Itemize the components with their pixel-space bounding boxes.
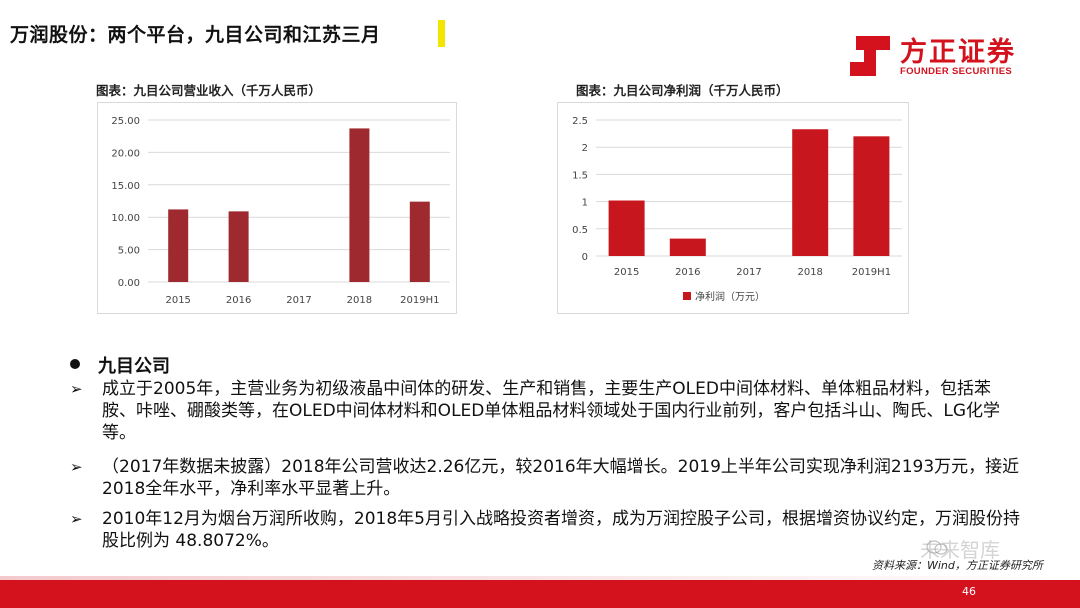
y-tick-label: 0.00 bbox=[118, 278, 140, 289]
bullet-item: ➢ 成立于2005年，主营业务为初级液晶中间体的研发、生产和销售，主要生产OLE… bbox=[70, 378, 1020, 444]
y-tick-label: 5.00 bbox=[118, 246, 140, 257]
bar-2016 bbox=[228, 211, 249, 282]
x-tick-label: 2015 bbox=[165, 295, 190, 306]
bar-2016 bbox=[669, 238, 706, 256]
footer-bar bbox=[0, 580, 1080, 608]
section-heading: 九目公司 bbox=[98, 356, 170, 377]
y-tick-label: 0.5 bbox=[572, 225, 588, 236]
bullet-dot bbox=[70, 359, 80, 369]
x-tick-label: 2018 bbox=[797, 267, 822, 278]
x-tick-label: 2016 bbox=[226, 295, 251, 306]
arrow-bullet-icon: ➢ bbox=[70, 380, 83, 398]
y-tick-label: 2 bbox=[582, 143, 588, 154]
bar-2019H1 bbox=[409, 201, 430, 282]
logo-text-en: FOUNDER SECURITIES bbox=[900, 66, 1013, 77]
source-note: 资料来源：Wind，方正证券研究所 bbox=[872, 559, 1043, 572]
y-tick-label: 1 bbox=[582, 198, 588, 209]
arrow-bullet-icon: ➢ bbox=[70, 458, 83, 476]
bullet-item: ➢ （2017年数据未披露）2018年公司营收达2.26亿元，较2016年大幅增… bbox=[70, 456, 1020, 500]
x-tick-label: 2018 bbox=[347, 295, 372, 306]
x-tick-label: 2016 bbox=[675, 267, 700, 278]
y-tick-label: 2.5 bbox=[572, 116, 588, 127]
bar-2015 bbox=[608, 200, 645, 256]
bullet-text: （2017年数据未披露）2018年公司营收达2.26亿元，较2016年大幅增长。… bbox=[102, 457, 1020, 499]
y-tick-label: 10.00 bbox=[111, 213, 140, 224]
x-tick-label: 2019H1 bbox=[400, 295, 439, 306]
title-accent-bar bbox=[438, 20, 445, 47]
x-tick-label: 2017 bbox=[736, 267, 761, 278]
bar-2018 bbox=[349, 128, 370, 282]
company-logo: 方正证券 FOUNDER SECURITIES bbox=[846, 30, 1036, 80]
legend-swatch bbox=[683, 292, 691, 300]
bar-2018 bbox=[792, 129, 829, 256]
bar-2015 bbox=[168, 209, 189, 282]
founder-logo-icon bbox=[850, 36, 890, 76]
page-title: 万润股份：两个平台，九目公司和江苏三月 bbox=[10, 24, 381, 46]
y-tick-label: 0 bbox=[582, 252, 588, 263]
revenue-chart-svg: 0.00 5.00 10.00 15.00 20.00 25.00 2015 2016 2017… bbox=[111, 116, 450, 306]
bullet-item: ➢ 2010年12月为烟台万润所收购，2018年5月引入战略投资者增资，成为万润… bbox=[70, 508, 1020, 552]
y-tick-label: 20.00 bbox=[111, 148, 140, 159]
profit-chart-svg: 0 0.5 1 1.5 2 2.5 2015 2016 2017 2018 2019H1 净利润（万元… bbox=[572, 116, 902, 303]
bullet-text: 成立于2005年，主营业务为初级液晶中间体的研发、生产和销售，主要生产OLED中… bbox=[102, 379, 1001, 443]
page-number: 46 bbox=[962, 585, 976, 598]
logo-text-cn: 方正证券 bbox=[900, 37, 1016, 68]
revenue-chart-caption: 图表：九目公司营业收入（千万人民币） bbox=[96, 83, 322, 98]
wechat-icon bbox=[926, 540, 948, 555]
bullet-text: 2010年12月为烟台万润所收购，2018年5月引入战略投资者增资，成为万润控股… bbox=[102, 509, 1020, 551]
x-tick-label: 2015 bbox=[614, 267, 639, 278]
legend-label: 净利润（万元） bbox=[695, 290, 765, 303]
x-tick-label: 2019H1 bbox=[852, 267, 891, 278]
profit-chart: 0 0.5 1 1.5 2 2.5 2015 2016 2017 2018 2019H1 净利润（万元… bbox=[557, 102, 909, 314]
arrow-bullet-icon: ➢ bbox=[70, 510, 83, 528]
profit-chart-caption: 图表：九目公司净利润（千万人民币） bbox=[576, 83, 789, 98]
footer-fade bbox=[0, 576, 1080, 580]
x-tick-label: 2017 bbox=[286, 295, 311, 306]
watermark: 未来智库 bbox=[920, 538, 1000, 562]
bar-2019H1 bbox=[853, 136, 890, 256]
y-tick-label: 15.00 bbox=[111, 181, 140, 192]
y-tick-label: 25.00 bbox=[111, 116, 140, 127]
y-tick-label: 1.5 bbox=[572, 170, 588, 181]
revenue-chart: 0.00 5.00 10.00 15.00 20.00 25.00 2015 2016 2017… bbox=[97, 102, 457, 314]
